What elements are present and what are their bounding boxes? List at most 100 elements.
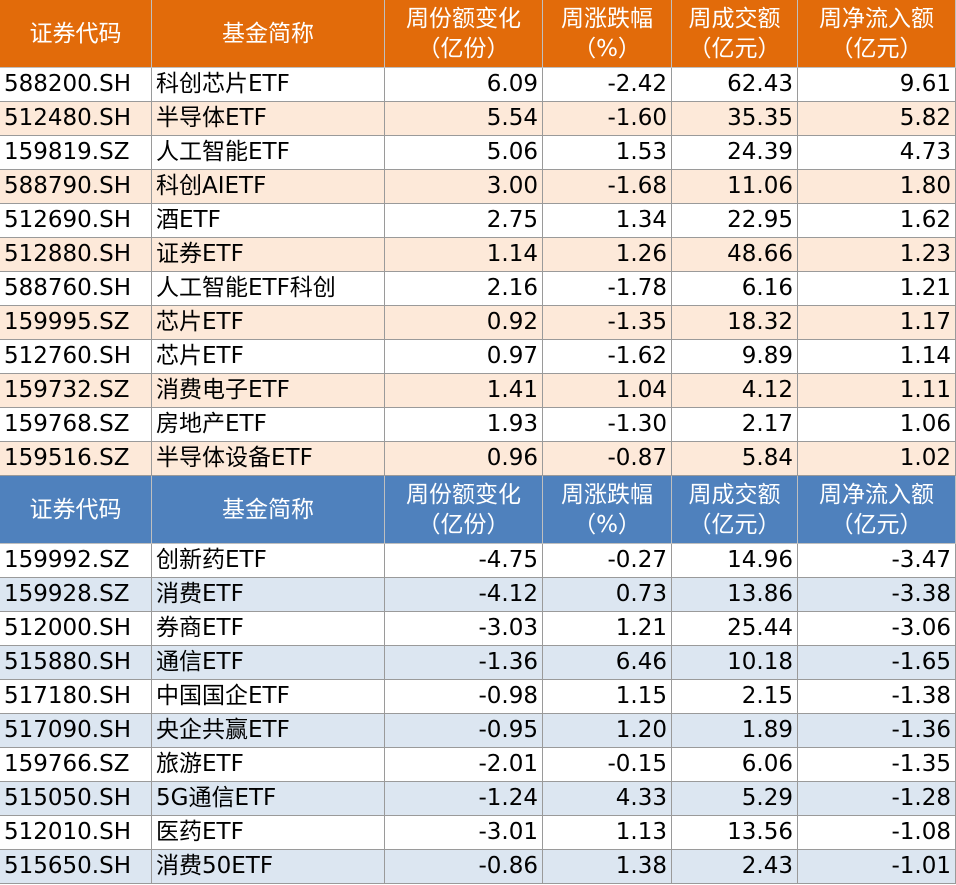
number-cell: 18.32 (672, 306, 798, 340)
table-row: 517180.SH 中国国企ETF -0.98 1.15 2.15 -1.38 (0, 680, 956, 714)
header-text: 周净流入额 (819, 5, 934, 32)
text-cell: 券商ETF (152, 612, 385, 646)
table-row: 588200.SH 科创芯片ETF 6.09 -2.42 62.43 9.61 (0, 68, 956, 102)
number-cell: 6.09 (385, 68, 543, 102)
number-cell: 1.20 (543, 714, 672, 748)
number-cell: 1.04 (543, 374, 672, 408)
number-cell: 14.96 (672, 544, 798, 578)
text-cell: 房地产ETF (152, 408, 385, 442)
table-row: 515880.SH 通信ETF -1.36 6.46 10.18 -1.65 (0, 646, 956, 680)
number-cell: -3.01 (385, 816, 543, 850)
header-cell: 周份额变化 （亿份） (385, 476, 543, 544)
number-cell: 11.06 (672, 170, 798, 204)
number-cell: -1.36 (798, 714, 956, 748)
text-cell: 消费50ETF (152, 850, 385, 884)
number-cell: 1.26 (543, 238, 672, 272)
header-cell: 基金简称 (152, 476, 385, 544)
number-cell: 1.06 (798, 408, 956, 442)
table: 证券代码 基金简称 周份额变化 （亿份） 周涨跌幅 （%） 周成交额 （亿元） 周净流入额 （亿元… (0, 0, 956, 476)
number-cell: 13.56 (672, 816, 798, 850)
header-text: （亿元） (688, 35, 781, 62)
text-cell: 通信ETF (152, 646, 385, 680)
number-cell: -1.30 (543, 408, 672, 442)
text-cell: 中国国企ETF (152, 680, 385, 714)
text-cell: 515050.SH (0, 782, 152, 816)
table-row: 159766.SZ 旅游ETF -2.01 -0.15 6.06 -1.35 (0, 748, 956, 782)
number-cell: 5.84 (672, 442, 798, 476)
header-text: （%） (573, 511, 641, 538)
number-cell: 5.29 (672, 782, 798, 816)
number-cell: 1.13 (543, 816, 672, 850)
number-cell: 13.86 (672, 578, 798, 612)
text-cell: 159819.SZ (0, 136, 152, 170)
number-cell: 62.43 (672, 68, 798, 102)
table-row: 512010.SH 医药ETF -3.01 1.13 13.56 -1.08 (0, 816, 956, 850)
number-cell: -3.38 (798, 578, 956, 612)
text-cell: 证券ETF (152, 238, 385, 272)
table-row: 159768.SZ 房地产ETF 1.93 -1.30 2.17 1.06 (0, 408, 956, 442)
text-cell: 159768.SZ (0, 408, 152, 442)
text-cell: 人工智能ETF科创 (152, 272, 385, 306)
number-cell: -1.65 (798, 646, 956, 680)
number-cell: 35.35 (672, 102, 798, 136)
header-text: 周涨跌幅 (561, 481, 653, 508)
number-cell: -0.27 (543, 544, 672, 578)
number-cell: 6.46 (543, 646, 672, 680)
number-cell: 1.23 (798, 238, 956, 272)
text-cell: 芯片ETF (152, 340, 385, 374)
header-row: 证券代码 基金简称 周份额变化 （亿份） 周涨跌幅 （%） 周成交额 （亿元） 周净流入额 （亿元… (0, 476, 956, 544)
number-cell: 4.12 (672, 374, 798, 408)
number-cell: 1.15 (543, 680, 672, 714)
number-cell: 0.73 (543, 578, 672, 612)
number-cell: -4.12 (385, 578, 543, 612)
header-row: 证券代码 基金简称 周份额变化 （亿份） 周涨跌幅 （%） 周成交额 （亿元） 周净流入额 （亿元… (0, 0, 956, 68)
table-row: 159516.SZ 半导体设备ETF 0.96 -0.87 5.84 1.02 (0, 442, 956, 476)
number-cell: 1.80 (798, 170, 956, 204)
number-cell: -1.01 (798, 850, 956, 884)
table-row: 515050.SH 5G通信ETF -1.24 4.33 5.29 -1.28 (0, 782, 956, 816)
text-cell: 科创芯片ETF (152, 68, 385, 102)
number-cell: 0.92 (385, 306, 543, 340)
number-cell: 5.54 (385, 102, 543, 136)
table-row: 512690.SH 酒ETF 2.75 1.34 22.95 1.62 (0, 204, 956, 238)
number-cell: 1.21 (798, 272, 956, 306)
number-cell: 1.17 (798, 306, 956, 340)
text-cell: 159995.SZ (0, 306, 152, 340)
number-cell: 1.21 (543, 612, 672, 646)
table-row: 512760.SH 芯片ETF 0.97 -1.62 9.89 1.14 (0, 340, 956, 374)
table: 证券代码 基金简称 周份额变化 （亿份） 周涨跌幅 （%） 周成交额 （亿元） 周净流入额 （亿元… (0, 476, 956, 884)
number-cell: 1.14 (798, 340, 956, 374)
number-cell: -1.62 (543, 340, 672, 374)
number-cell: 2.15 (672, 680, 798, 714)
text-cell: 5G通信ETF (152, 782, 385, 816)
number-cell: -1.28 (798, 782, 956, 816)
header-text: （亿元） (830, 511, 923, 538)
number-cell: 4.73 (798, 136, 956, 170)
number-cell: 0.96 (385, 442, 543, 476)
number-cell: 25.44 (672, 612, 798, 646)
table-row: 159928.SZ 消费ETF -4.12 0.73 13.86 -3.38 (0, 578, 956, 612)
header-text: 周份额变化 (406, 481, 521, 508)
header-cell: 基金简称 (152, 0, 385, 68)
header-text: （亿元） (688, 511, 781, 538)
table-row: 159732.SZ 消费电子ETF 1.41 1.04 4.12 1.11 (0, 374, 956, 408)
text-cell: 旅游ETF (152, 748, 385, 782)
number-cell: 5.06 (385, 136, 543, 170)
number-cell: -1.35 (798, 748, 956, 782)
header-cell: 周成交额 （亿元） (672, 0, 798, 68)
text-cell: 515650.SH (0, 850, 152, 884)
number-cell: -0.98 (385, 680, 543, 714)
number-cell: 2.43 (672, 850, 798, 884)
table-row: 512480.SH 半导体ETF 5.54 -1.60 35.35 5.82 (0, 102, 956, 136)
header-text: 基金简称 (222, 496, 314, 523)
number-cell: 9.89 (672, 340, 798, 374)
number-cell: 1.93 (385, 408, 543, 442)
number-cell: -3.03 (385, 612, 543, 646)
number-cell: -1.78 (543, 272, 672, 306)
number-cell: 1.38 (543, 850, 672, 884)
text-cell: 医药ETF (152, 816, 385, 850)
text-cell: 消费ETF (152, 578, 385, 612)
header-text: 基金简称 (222, 20, 314, 47)
header-cell: 周涨跌幅 （%） (543, 476, 672, 544)
number-cell: 1.53 (543, 136, 672, 170)
